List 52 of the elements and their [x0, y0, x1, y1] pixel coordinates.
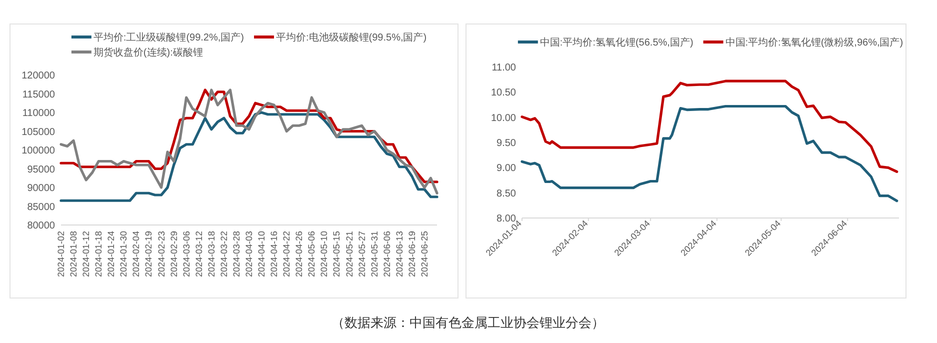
x-tick-label: 2024-03-06 — [181, 231, 192, 278]
x-tick-label: 2024-04-16 — [269, 231, 280, 278]
y-tick-label: 11.00 — [492, 62, 516, 74]
x-tick-label: 2024-06-19 — [406, 231, 417, 278]
y-tick-label: 9.50 — [496, 138, 516, 149]
x-tick-label: 2024-05-21 — [344, 231, 354, 278]
y-tick-label: 115000 — [22, 89, 56, 100]
x-tick-label: 2024-01-12 — [81, 231, 92, 278]
x-tick-label: 2024-06-25 — [419, 231, 430, 278]
y-tick-label: 110000 — [22, 108, 56, 119]
y-tick-label: 10.50 — [490, 88, 516, 99]
y-tick-label: 9.00 — [496, 163, 516, 174]
y-tick-label: 105000 — [22, 126, 56, 138]
x-tick-label: 2024-02-29 — [168, 231, 179, 278]
x-tick-label: 2024-01-02 — [56, 231, 66, 278]
x-tick-label: 2024-04-22 — [282, 231, 292, 278]
x-tick-label: 2024-01-24 — [106, 231, 116, 278]
y-tick-label: 90000 — [27, 183, 56, 194]
legend-label: 期货收盘价(连续):碳酸锂 — [93, 46, 203, 58]
x-tick-label: 2024-01-30 — [118, 231, 129, 278]
x-tick-label: 2024-05-31 — [369, 231, 380, 278]
x-tick-label: 2024-06-13 — [394, 231, 404, 278]
x-tick-label: 2024-04-03 — [244, 231, 254, 278]
y-tick-label: 120000 — [22, 70, 56, 82]
y-tick-label: 85000 — [27, 202, 56, 213]
y-tick-label: 8.50 — [496, 188, 516, 200]
y-tick-label: 100000 — [22, 146, 56, 156]
x-tick-label: 2024-03-12 — [194, 231, 204, 278]
x-tick-label: 2024-03-18 — [206, 231, 216, 278]
x-tick-label: 2024-05-10 — [319, 231, 330, 278]
text: （数据来源：中国有色金属工业协会锂业分会） — [332, 315, 604, 330]
x-tick-label: 2024-01-18 — [94, 231, 104, 278]
x-tick-label: 2024-04-10 — [256, 231, 267, 278]
x-tick-label: 2024-02-04 — [131, 231, 142, 278]
legend-label: 中国:平均价:氢氧化锂(微粉级,96%,国产) — [725, 36, 904, 48]
y-tick-label: 10.00 — [490, 112, 516, 124]
x-tick-label: 2024-02-19 — [144, 231, 154, 278]
x-tick-label: 2024-05-06 — [306, 231, 317, 278]
x-tick-label: 2024-01-08 — [68, 231, 79, 278]
x-tick-label: 2024-04-26 — [294, 231, 304, 278]
x-tick-label: 2024-02-23 — [156, 231, 166, 278]
y-tick-label: 80000 — [27, 220, 56, 232]
x-tick-label: 2024-05-27 — [356, 231, 367, 278]
legend-label: 平均价:工业级碳酸锂(99.2%,国产) — [93, 32, 244, 44]
legend-label: 中国:平均价:氢氧化锂(56.5%,国产) — [540, 36, 694, 48]
x-tick-label: 2024-03-22 — [218, 231, 229, 278]
y-tick-label: 95000 — [27, 164, 56, 176]
x-tick-label: 2024-06-06 — [382, 231, 392, 278]
y-tick-label: 8.00 — [496, 214, 516, 224]
legend-label: 平均价:电池级碳酸锂(99.5%,国产) — [276, 32, 427, 44]
x-tick-label: 2024-03-28 — [231, 231, 242, 278]
x-tick-label: 2024-05-15 — [332, 231, 342, 278]
